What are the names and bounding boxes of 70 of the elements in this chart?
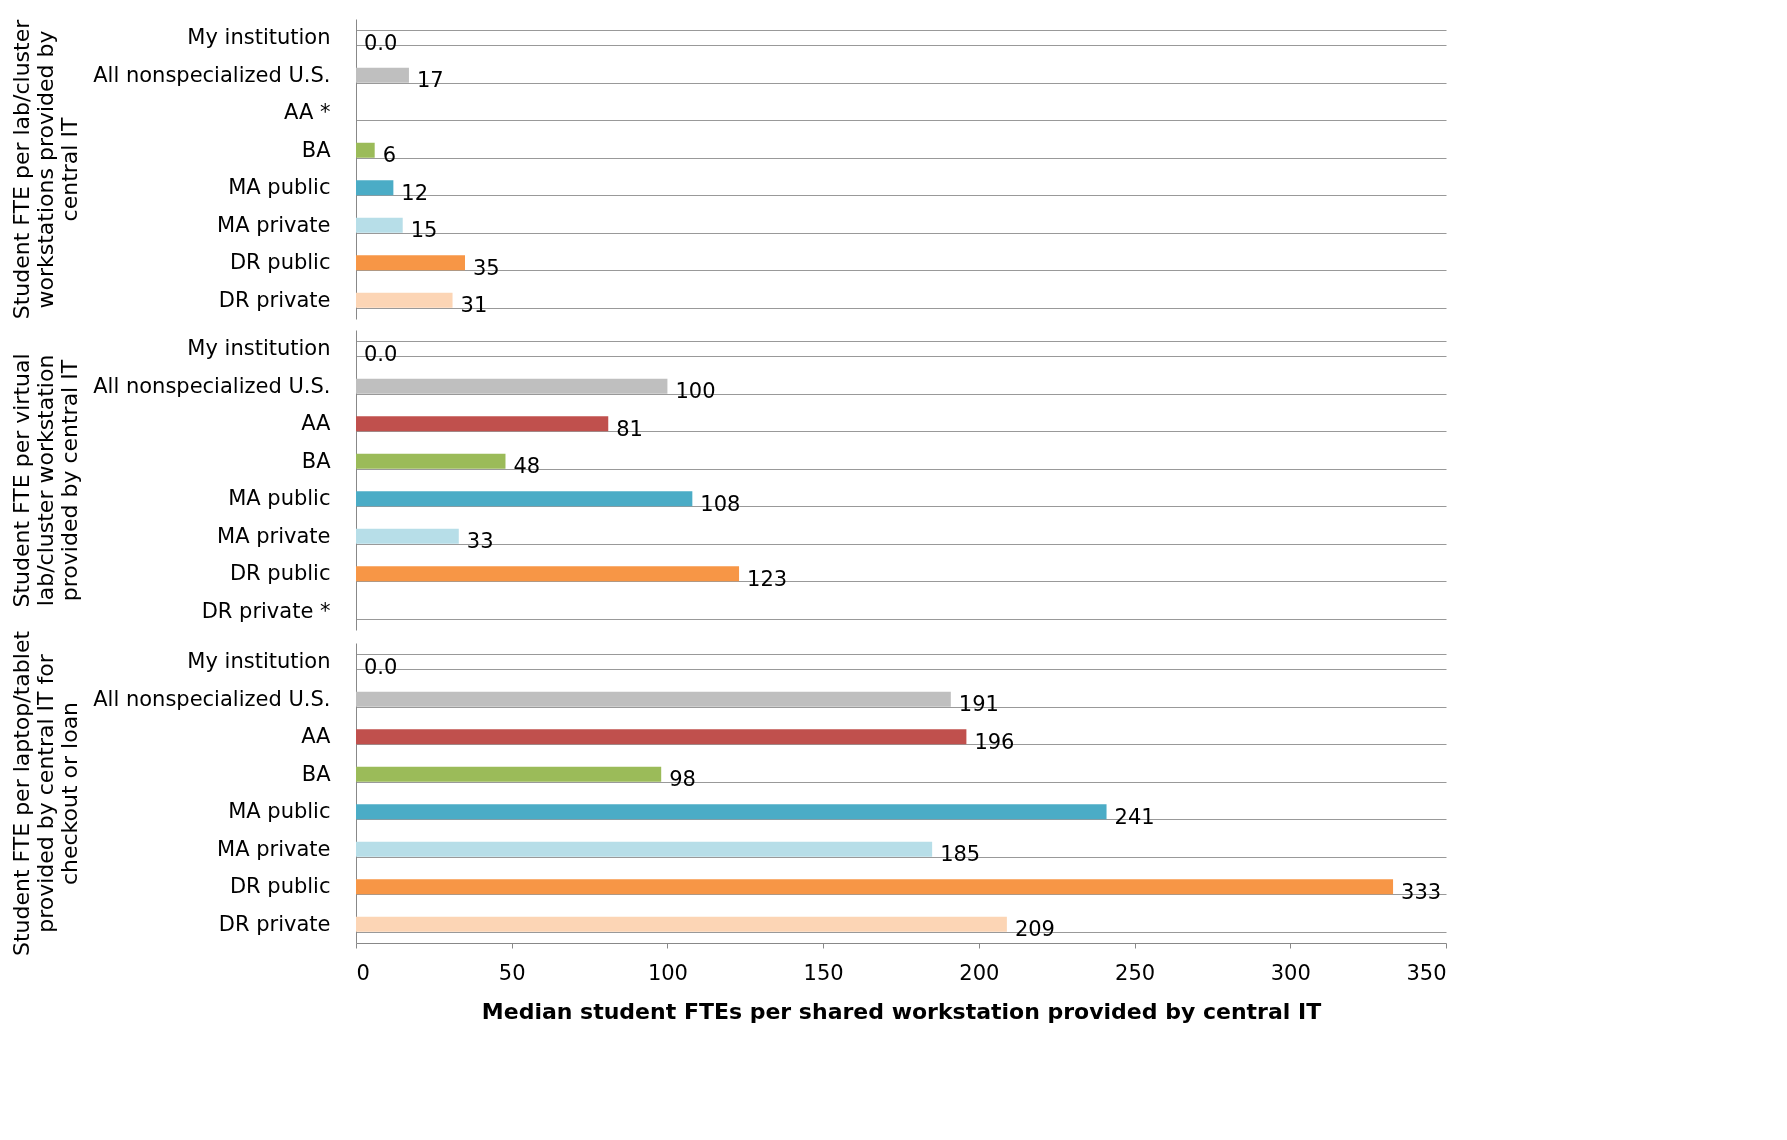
y-tick-label: All nonspecialized U.S.: [93, 686, 331, 711]
y-tick-label: DR public: [229, 874, 331, 899]
y-tick-label: MA private: [217, 212, 331, 237]
y-tick-label: MA public: [228, 175, 331, 200]
y-axis-title: Student FTE per virtual lab/cluster workstation provided by central IT: [8, 353, 82, 608]
y-tick-label: My institution: [187, 336, 331, 361]
y-tick-label: BA: [301, 448, 332, 473]
x-tick-label: 150: [803, 960, 844, 985]
bar: [356, 292, 453, 308]
data-label: 108: [700, 491, 741, 516]
bar: [356, 142, 375, 158]
x-tick-label: 300: [1270, 960, 1311, 985]
data-label: 196: [974, 729, 1015, 754]
bar: [356, 528, 459, 544]
y-tick-label: All nonspecialized U.S.: [93, 373, 331, 398]
y-tick-label: DR private *: [201, 598, 331, 623]
data-label: 98: [669, 767, 696, 792]
data-label: 81: [616, 416, 643, 441]
data-label: 333: [1401, 879, 1442, 904]
bar: [356, 416, 609, 432]
data-label: 31: [460, 293, 488, 318]
y-tick-label: BA: [301, 761, 332, 786]
bar: [356, 217, 403, 233]
x-tick-label: 0: [356, 960, 370, 985]
y-axis-title: Student FTE per laptop/tablet provided by central IT for checkout or loan: [8, 630, 82, 957]
data-label: 35: [473, 255, 500, 280]
data-label: 17: [416, 68, 444, 93]
y-tick-label: AA: [301, 411, 332, 436]
bar: [356, 180, 394, 196]
y-tick-label: My institution: [187, 25, 331, 50]
x-tick-label: 50: [498, 960, 526, 985]
y-axis-title: Student FTE per lab/cluster workstations provided by central IT: [8, 18, 82, 320]
data-label: 123: [747, 566, 788, 591]
bar: [356, 378, 668, 394]
data-label: 100: [675, 379, 716, 404]
data-label: 15: [410, 218, 438, 243]
bar: [356, 255, 465, 271]
y-tick-label: MA public: [228, 799, 331, 824]
x-tick-label: 250: [1115, 960, 1156, 985]
data-label: 185: [940, 842, 981, 867]
x-axis-title: Median student FTEs per shared workstation provided by central IT: [481, 998, 1322, 1024]
bar: [356, 67, 409, 83]
bar: [356, 566, 740, 582]
bar: [356, 491, 693, 507]
data-label: 33: [466, 529, 494, 554]
data-label: 191: [958, 692, 999, 717]
y-tick-label: DR private: [218, 911, 331, 936]
x-tick-label: 350: [1406, 960, 1447, 985]
bar: [356, 453, 506, 469]
y-tick-label: DR private: [218, 287, 331, 312]
y-tick-label: AA *: [284, 100, 331, 125]
x-tick-label: 200: [959, 960, 1000, 985]
data-label: 12: [401, 180, 429, 205]
y-tick-label: My institution: [187, 649, 331, 674]
data-label: 241: [1114, 804, 1155, 829]
y-tick-label: AA: [301, 724, 332, 749]
y-tick-label: BA: [301, 137, 332, 162]
y-tick-label: MA private: [217, 523, 331, 548]
y-tick-label: MA private: [217, 836, 331, 861]
x-tick-label: 100: [647, 960, 688, 985]
data-label: 0.0: [364, 30, 398, 55]
y-tick-label: MA public: [228, 486, 331, 511]
data-label: 6: [382, 143, 397, 168]
data-label: 0.0: [364, 341, 398, 366]
y-tick-label: DR public: [229, 250, 331, 275]
data-label: 48: [513, 454, 541, 479]
data-label: 209: [1014, 917, 1055, 942]
data-label: 0.0: [364, 654, 398, 679]
y-tick-label: All nonspecialized U.S.: [93, 62, 331, 87]
y-tick-label: DR public: [229, 561, 331, 586]
